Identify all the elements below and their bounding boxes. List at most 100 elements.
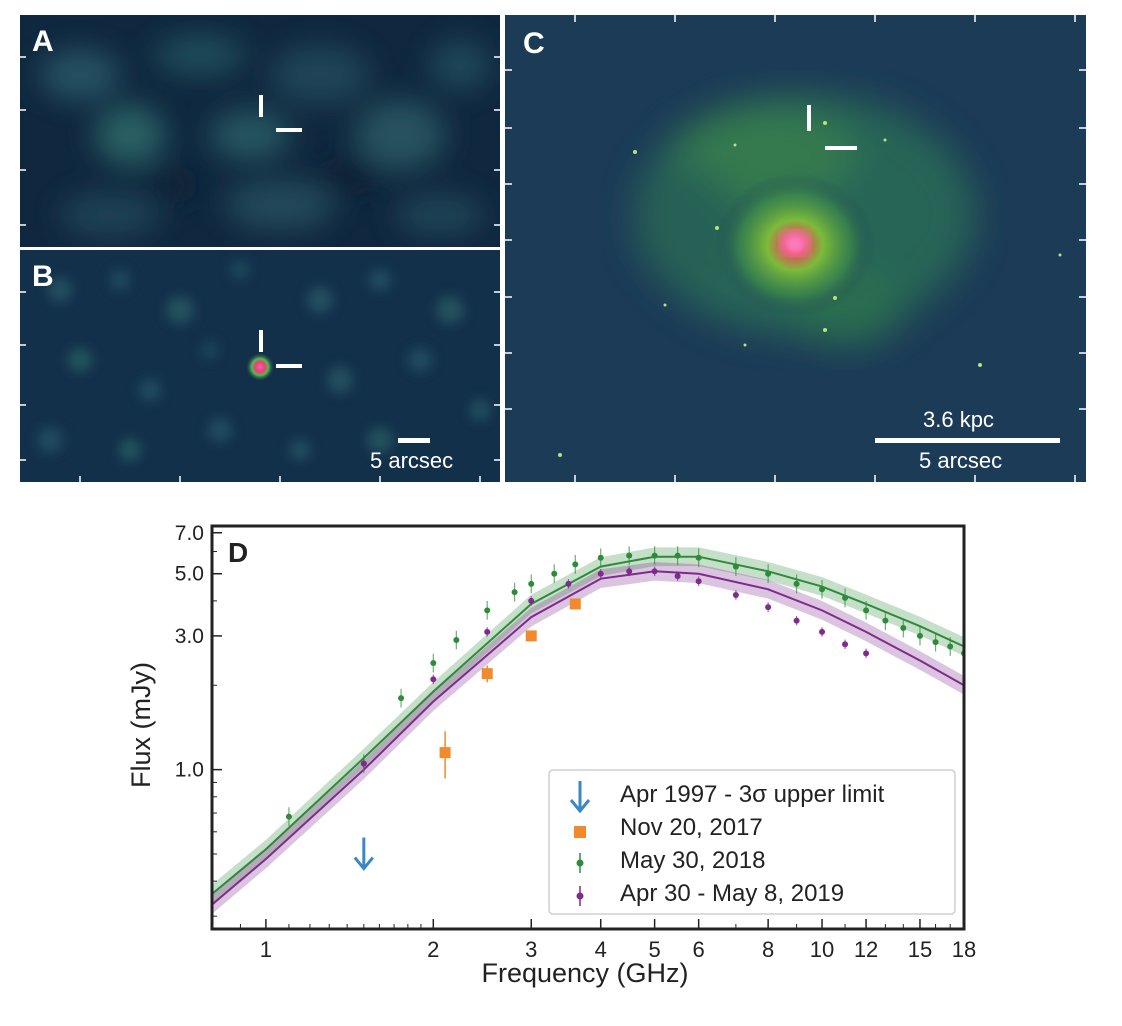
data-point-may2018 [765,570,772,577]
data-point-may2018 [285,813,292,820]
legend-label-apr2019: Apr 30 - May 8, 2019 [620,880,844,907]
y-tick-label: 1.0 [175,759,204,782]
legend-label-may2018: May 30, 2018 [620,847,765,874]
data-point-may2018 [695,554,702,561]
panel-a-letter: A [32,25,54,58]
data-point-may2018 [430,660,437,667]
panel-b-radio-map [20,250,500,482]
legend-entry-nov2017: Nov 20, 2017 [574,814,763,841]
marker-vertical [807,105,811,131]
data-point-apr2019 [626,568,633,575]
marker-horizontal [825,146,857,150]
x-tick-label: 8 [762,937,774,962]
data-point-apr2019 [528,597,535,604]
data-point-nov2017 [439,747,451,759]
scale-bar [398,438,430,443]
data-point-nov2017 [525,630,537,642]
data-point-may2018 [453,637,460,644]
x-tick-label: 6 [693,937,705,962]
panel-b-letter: B [32,260,54,293]
data-point-may2018 [551,570,558,577]
data-point-may2018 [863,607,870,614]
legend-entry-may2018: May 30, 2018 [576,847,765,874]
data-point-may2018 [793,580,800,587]
star-points [558,121,1062,457]
y-axis-label: Flux (mJy) [126,662,156,788]
data-point-may2018 [932,639,939,646]
panel-a-image: A [20,15,500,247]
data-point-may2018 [626,552,633,559]
x-tick-label: 10 [810,937,834,962]
data-point-may2018 [674,552,681,559]
data-point-apr2019 [651,568,658,575]
x-tick-label: 18 [952,937,976,962]
x-tick-label: 2 [427,937,439,962]
x-tick-label: 12 [854,937,878,962]
panel-d-chart: 1 2 3 4 5 6 8 10 12 15 18 1.0 3.0 5.0 7.0 D Frequency … [0,500,1122,1021]
marker-horizontal [276,128,302,132]
panel-c-ticks [505,15,1086,482]
marker-vertical [259,330,263,352]
plot-frame [210,524,966,931]
data-point-apr2019 [695,578,702,585]
data-points [285,546,964,871]
y-tick-label: 5.0 [175,563,204,586]
legend-box [548,769,956,915]
data-point-may2018 [572,561,579,568]
panel-b-ticks [20,291,500,482]
legend-entry-upper-limit: Apr 1997 - 3σ upper limit [569,781,885,814]
data-point-may2018 [882,617,889,624]
radio-source [246,353,274,381]
y-tick-label: 3.0 [175,625,204,648]
legend-label-nov2017: Nov 20, 2017 [620,814,763,841]
data-point-may2018 [398,695,405,702]
scale-bar [875,438,1060,443]
data-point-apr2019 [597,570,604,577]
x-axis-label: Frequency (GHz) [481,958,688,988]
data-point-may2018 [597,554,604,561]
upper-limit-arrow [353,837,374,871]
x-tick-label: 4 [595,937,607,962]
data-point-may2018 [484,607,491,614]
legend-entry-apr2019: Apr 30 - May 8, 2019 [576,880,844,907]
data-point-apr2019 [765,604,772,611]
data-point-nov2017 [569,598,581,610]
spectrum-chart-svg: 1 2 3 4 5 6 8 10 12 15 181.03.05.07.0 D Frequency … [126,522,976,988]
x-tick-label: 1 [260,937,272,962]
panel-c-letter: C [523,27,545,60]
panel-d-letter: D [228,537,248,568]
panel-c-galaxy-image [505,15,1086,482]
data-point-may2018 [511,589,518,596]
panel-a-ticks [20,56,500,226]
x-tick-label: 15 [908,937,932,962]
x-tick-label: 5 [648,937,660,962]
data-point-nov2017 [481,668,493,680]
data-point-apr2019 [430,676,437,683]
x-tick-label: 3 [525,937,537,962]
data-point-apr2019 [360,760,367,767]
legend-label-upper-limit: Apr 1997 - 3σ upper limit [620,781,885,808]
data-point-apr2019 [842,641,849,648]
data-point-apr2019 [565,580,572,587]
marker-horizontal [276,364,302,368]
panel-c-image: C 3.6 kpc 5 arcsec [505,15,1086,482]
data-point-apr2019 [819,628,826,635]
panel-a-radio-map [20,15,500,247]
marker-vertical [259,95,263,117]
panel-b-scale-label: 5 arcsec [370,448,454,473]
data-point-may2018 [842,594,849,601]
data-point-apr2019 [793,617,800,624]
panel-c-scale-label-bottom: 5 arcsec [919,448,1003,473]
data-point-may2018 [900,625,907,632]
legend: Apr 1997 - 3σ upper limit Nov 20, 2017 M… [548,769,956,915]
data-point-may2018 [916,632,923,639]
data-point-apr2019 [674,573,681,580]
data-point-may2018 [732,563,739,570]
data-point-apr2019 [484,628,491,635]
data-point-may2018 [819,586,826,593]
data-point-may2018 [528,580,535,587]
y-tick-label: 7.0 [175,522,204,545]
panel-b-image: B 5 arcsec [20,250,500,482]
data-point-may2018 [651,552,658,559]
data-point-apr2019 [732,591,739,598]
